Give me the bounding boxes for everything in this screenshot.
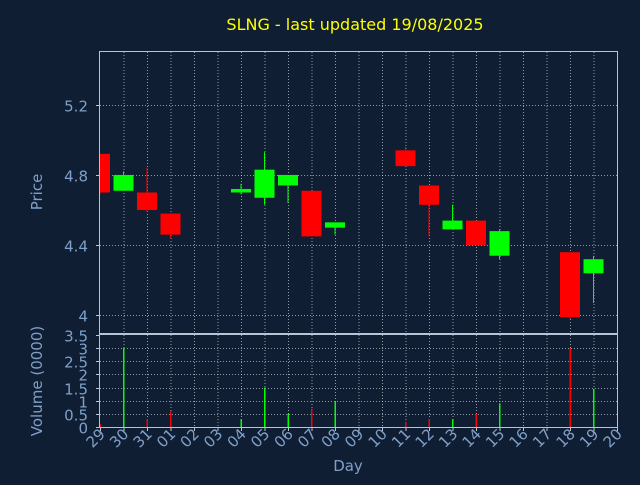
volume-tick-label: 1.5 xyxy=(64,381,88,399)
volume-bar xyxy=(170,411,172,427)
price-grid xyxy=(100,52,617,333)
x-tick-label: 11 xyxy=(388,425,414,451)
candle-body xyxy=(419,185,439,205)
candle-body xyxy=(489,231,510,256)
price-axis-label: Price xyxy=(28,174,46,211)
volume-grid xyxy=(100,335,617,427)
x-tick-label: 01 xyxy=(153,425,179,451)
x-tick-label: 16 xyxy=(506,425,532,451)
price-tick-label: 4 xyxy=(78,308,88,326)
candle-body xyxy=(325,222,345,228)
candle-body xyxy=(100,153,110,193)
price-tick-label: 5.2 xyxy=(64,98,88,116)
price-tick-label: 4.8 xyxy=(64,168,88,186)
volume-y-ticks: 00.511.522.533.5 xyxy=(64,328,100,438)
candle-body xyxy=(137,192,157,211)
volume-bar xyxy=(334,402,336,427)
volume-bar xyxy=(499,403,501,427)
volume-bar xyxy=(428,419,430,427)
candle-body xyxy=(160,213,181,235)
candles xyxy=(99,146,604,319)
volume-tick-label: 0.5 xyxy=(64,407,88,425)
volume-tick-label: 1 xyxy=(78,394,88,412)
price-y-ticks: 4 4.4 4.8 5.2 xyxy=(64,98,100,326)
price-panel-frame xyxy=(99,51,618,334)
x-tick-label: 12 xyxy=(412,425,438,451)
candle-body xyxy=(301,190,322,237)
x-ticks: 2930310102030405060708091011121314151617… xyxy=(83,425,626,451)
volume-bar xyxy=(405,421,407,427)
volume-bar xyxy=(240,419,242,427)
candle-body xyxy=(254,169,275,198)
x-tick-label: 05 xyxy=(247,425,273,451)
x-tick-label: 02 xyxy=(177,425,203,451)
x-tick-label: 13 xyxy=(435,425,461,451)
x-tick-label: 20 xyxy=(600,425,626,451)
candle-body xyxy=(278,174,298,186)
candle-body xyxy=(583,259,604,274)
volume-tick-label: 0 xyxy=(78,420,88,438)
volume-bar xyxy=(593,388,595,427)
x-axis-label: Day xyxy=(333,457,363,475)
volume-bar xyxy=(264,387,266,427)
candle-body xyxy=(395,150,416,167)
volume-bar xyxy=(146,419,148,427)
x-tick-label: 14 xyxy=(459,425,485,451)
x-tick-label: 07 xyxy=(294,425,320,451)
candle-body xyxy=(113,174,134,191)
volume-bar xyxy=(287,413,289,427)
volume-tick-label: 2 xyxy=(78,367,88,385)
candle-body xyxy=(442,220,463,230)
x-tick-label: 31 xyxy=(130,425,156,451)
x-tick-label: 30 xyxy=(106,425,132,451)
x-tick-label: 19 xyxy=(576,425,602,451)
candle-body xyxy=(466,220,486,246)
x-tick-label: 03 xyxy=(200,425,226,451)
volume-axis-label: Volume (0000) xyxy=(28,326,46,436)
volume-bars xyxy=(99,348,595,427)
x-tick-label: 10 xyxy=(365,425,391,451)
volume-bar xyxy=(311,408,313,427)
volume-bar xyxy=(99,424,101,427)
chart-title: SLNG - last updated 19/08/2025 xyxy=(226,15,483,34)
x-tick-label: 18 xyxy=(553,425,579,451)
x-tick-label: 08 xyxy=(318,425,344,451)
price-tick-label: 4.4 xyxy=(64,238,88,256)
volume-tick-label: 3 xyxy=(78,341,88,359)
volume-bar xyxy=(475,413,477,427)
volume-tick-label: 2.5 xyxy=(64,354,88,372)
volume-panel-frame xyxy=(99,334,618,428)
x-tick-label: 15 xyxy=(482,425,508,451)
x-tick-label: 06 xyxy=(271,425,297,451)
x-tick-label: 04 xyxy=(224,425,250,451)
candle-body xyxy=(560,252,580,318)
candle-body xyxy=(231,188,251,193)
volume-bar xyxy=(123,348,125,427)
x-tick-label: 17 xyxy=(529,425,555,451)
volume-bar xyxy=(452,419,454,427)
x-tick-label: 09 xyxy=(341,425,367,451)
volume-bar xyxy=(569,348,571,427)
volume-tick-label: 3.5 xyxy=(64,328,88,346)
